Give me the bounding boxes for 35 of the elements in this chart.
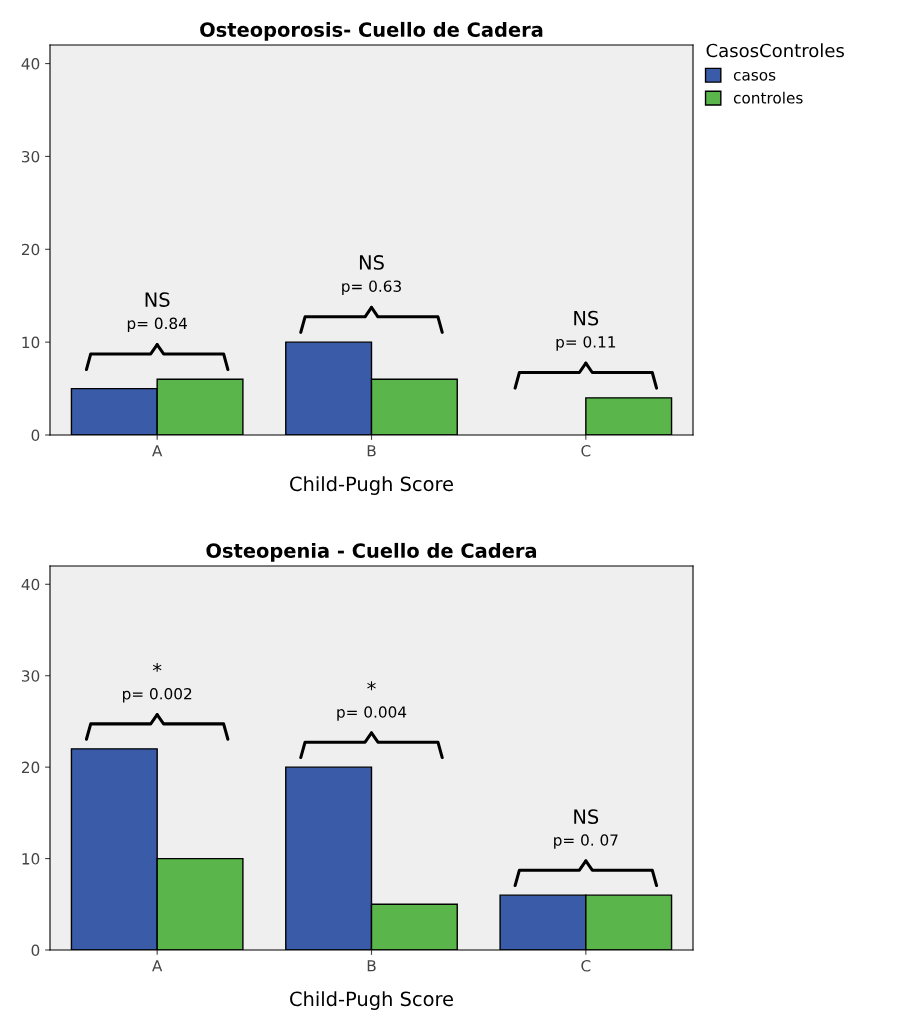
chart-title: Osteopenia - Cuello de Cadera — [206, 542, 537, 562]
annotation: p= 0.63 — [342, 280, 401, 295]
x-tick-label: C — [581, 959, 591, 972]
y-tick-label: 20 — [21, 761, 40, 774]
x-axis-title: Child-Pugh Score — [290, 991, 453, 1010]
annotation: * — [367, 681, 376, 691]
legend-title: CasosControles — [706, 43, 844, 58]
y-tick-label: 40 — [21, 578, 40, 591]
x-axis-title: Child-Pugh Score — [290, 476, 453, 495]
legend-label: casos — [733, 71, 776, 81]
y-tick-label: 0 — [31, 429, 40, 442]
y-tick-label: 30 — [22, 150, 40, 163]
annotation: NS — [574, 310, 599, 326]
chart-title: Osteoporosis- Cuello de Cadera — [200, 21, 543, 41]
annotation: NS — [574, 809, 599, 824]
y-tick-label: 10 — [22, 853, 40, 865]
annotation: p= 0.11 — [556, 336, 616, 351]
annotation: p= 0. 07 — [554, 834, 618, 849]
annotation: NS — [359, 255, 384, 270]
annotation: p= 0.002 — [123, 687, 192, 703]
annotation: p= 0.004 — [337, 706, 407, 721]
x-tick-label: A — [152, 960, 163, 972]
y-tick-label: 20 — [21, 243, 40, 256]
x-tick-label: A — [152, 445, 163, 457]
x-tick-label: B — [367, 445, 376, 457]
annotation: NS — [145, 292, 170, 307]
annotation: p= 0.84 — [127, 317, 187, 333]
x-tick-label: B — [367, 960, 376, 972]
legend-label: controles — [733, 91, 803, 104]
x-tick-label: C — [581, 444, 591, 457]
y-tick-label: 40 — [21, 58, 40, 70]
annotation: * — [152, 662, 162, 672]
y-tick-label: 10 — [22, 336, 40, 349]
y-tick-label: 30 — [22, 670, 40, 682]
y-tick-label: 0 — [31, 944, 40, 957]
